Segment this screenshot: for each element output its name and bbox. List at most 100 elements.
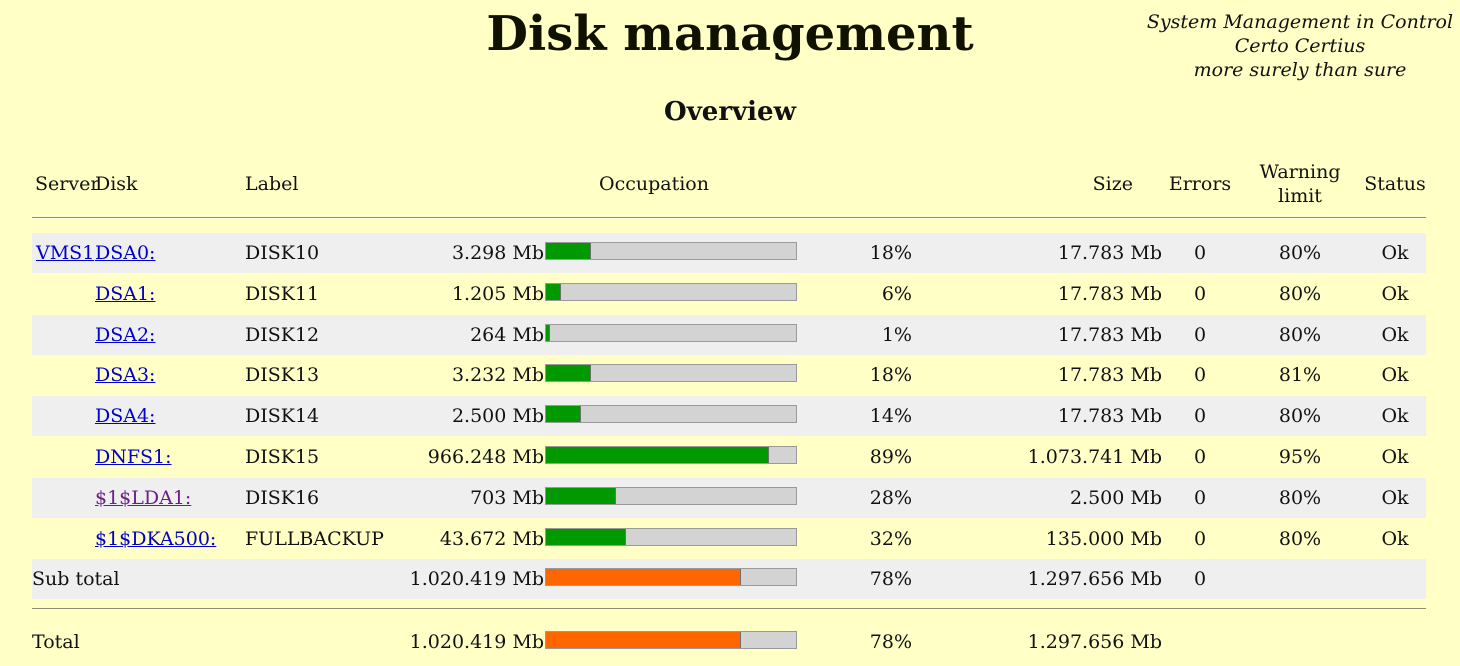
- section-title: Overview: [664, 97, 796, 127]
- disk-size: 2.500 Mb: [1069, 487, 1162, 509]
- table-row: $1$DKA500: FULLBACKUP 43.672 Mb 32% 135.000 …: [32, 519, 1426, 559]
- table-row: DSA2: DISK12 264 Mb 1% 17.783 Mb 0 80% Ok: [32, 315, 1426, 355]
- occupation-fill: [546, 529, 626, 545]
- column-header-status: Status: [1364, 173, 1426, 195]
- table-row: VMS1 DSA0: DISK10 3.298 Mb 18% 17.783 Mb 0 80% O…: [32, 233, 1426, 273]
- error-count: 0: [1193, 405, 1207, 427]
- warning-limit: 81%: [1278, 364, 1322, 386]
- page-title: Disk management: [486, 6, 974, 62]
- error-count: 0: [1193, 324, 1207, 346]
- error-count: 0: [1193, 242, 1207, 264]
- occupation-percent: 1%: [881, 324, 912, 346]
- subtotal-percent: 78%: [869, 568, 912, 590]
- total-used: 1.020.419 Mb: [409, 631, 544, 653]
- used-space: 43.672 Mb: [439, 528, 544, 550]
- used-space: 2.500 Mb: [451, 405, 544, 427]
- total-size: 1.297.656 Mb: [1027, 631, 1162, 653]
- status-text: Ok: [1381, 405, 1409, 427]
- subtotal-size: 1.297.656 Mb: [1027, 568, 1162, 590]
- disk-size: 17.783 Mb: [1057, 324, 1162, 346]
- occupation-fill: [546, 325, 550, 341]
- motto-line: System Management in Control: [1146, 11, 1454, 33]
- column-header-label: Label: [245, 173, 299, 195]
- status-text: Ok: [1381, 364, 1409, 386]
- subtotal-used: 1.020.419 Mb: [409, 568, 544, 590]
- total-divider: [32, 608, 1426, 610]
- column-header-size: Size: [1092, 173, 1133, 195]
- occupation-bar: [545, 364, 797, 382]
- occupation-percent: 18%: [869, 364, 912, 386]
- column-header-occupation: Occupation: [599, 173, 709, 195]
- subtotal-occupation-fill: [546, 569, 741, 585]
- motto: System Management in Control Certo Certi…: [1140, 10, 1460, 82]
- status-text: Ok: [1381, 487, 1409, 509]
- disk-label: DISK16: [245, 487, 320, 509]
- total-label: Total: [32, 631, 80, 653]
- total-percent: 78%: [869, 631, 912, 653]
- used-space: 3.232 Mb: [451, 364, 544, 386]
- warning-limit: 80%: [1278, 324, 1322, 346]
- status-text: Ok: [1381, 528, 1409, 550]
- occupation-bar: [545, 242, 797, 260]
- disk-link[interactable]: DSA4:: [95, 405, 156, 427]
- occupation-bar: [545, 405, 797, 423]
- warning-limit: 95%: [1278, 446, 1322, 468]
- error-count: 0: [1193, 528, 1207, 550]
- disk-size: 1.073.741 Mb: [1027, 446, 1162, 468]
- disk-size: 17.783 Mb: [1057, 364, 1162, 386]
- disk-link[interactable]: DSA3:: [95, 364, 156, 386]
- status-text: Ok: [1381, 242, 1409, 264]
- error-count: 0: [1193, 283, 1207, 305]
- subtotal-row: Sub total 1.020.419 Mb 78% 1.297.656 Mb …: [32, 559, 1426, 599]
- status-text: Ok: [1381, 446, 1409, 468]
- disk-label: DISK11: [245, 283, 320, 305]
- disk-link[interactable]: DSA0:: [95, 242, 156, 264]
- warning-limit: 80%: [1278, 405, 1322, 427]
- table-row: $1$LDA1: DISK16 703 Mb 28% 2.500 Mb 0 80% Ok: [32, 478, 1426, 518]
- disk-link[interactable]: DNFS1:: [95, 446, 172, 468]
- used-space: 966.248 Mb: [427, 446, 544, 468]
- error-count: 0: [1193, 364, 1207, 386]
- column-header-disk: Disk: [95, 173, 138, 195]
- warning-limit: 80%: [1278, 487, 1322, 509]
- error-count: 0: [1193, 487, 1207, 509]
- column-header-limit-line: limit: [1278, 185, 1322, 207]
- table-row: DNFS1: DISK15 966.248 Mb 89% 1.073.741 Mb 0 95…: [32, 437, 1426, 477]
- occupation-fill: [546, 284, 561, 300]
- disk-size: 17.783 Mb: [1057, 405, 1162, 427]
- occupation-fill: [546, 365, 591, 381]
- header-divider: [32, 217, 1426, 219]
- disk-link[interactable]: $1$LDA1:: [95, 487, 192, 509]
- occupation-fill: [546, 488, 616, 504]
- disk-label: DISK12: [245, 324, 320, 346]
- subtotal-label: Sub total: [32, 568, 120, 590]
- occupation-percent: 14%: [869, 405, 912, 427]
- occupation-bar: [545, 446, 797, 464]
- table-row: DSA4: DISK14 2.500 Mb 14% 17.783 Mb 0 80% Ok: [32, 396, 1426, 436]
- total-row: Total 1.020.419 Mb 78% 1.297.656 Mb: [32, 622, 1426, 662]
- occupation-percent: 89%: [869, 446, 912, 468]
- disk-link[interactable]: DSA1:: [95, 283, 156, 305]
- occupation-percent: 18%: [869, 242, 912, 264]
- occupation-percent: 28%: [869, 487, 912, 509]
- occupation-percent: 32%: [869, 528, 912, 550]
- occupation-fill: [546, 406, 581, 422]
- occupation-bar: [545, 324, 797, 342]
- disk-label: DISK14: [245, 405, 320, 427]
- warning-limit: 80%: [1278, 242, 1322, 264]
- occupation-fill: [546, 447, 769, 463]
- server-link[interactable]: VMS1: [36, 242, 95, 264]
- column-header-warning-line: Warning: [1259, 161, 1341, 183]
- disk-label: DISK10: [245, 242, 320, 264]
- disk-link[interactable]: $1$DKA500:: [95, 528, 217, 550]
- disk-label: DISK15: [245, 446, 320, 468]
- disk-label: DISK13: [245, 364, 320, 386]
- disk-link[interactable]: DSA2:: [95, 324, 156, 346]
- occupation-bar: [545, 487, 797, 505]
- occupation-bar: [545, 283, 797, 301]
- table-row: DSA1: DISK11 1.205 Mb 6% 17.783 Mb 0 80% Ok: [32, 274, 1426, 314]
- warning-limit: 80%: [1278, 528, 1322, 550]
- used-space: 3.298 Mb: [451, 242, 544, 264]
- error-count: 0: [1193, 446, 1207, 468]
